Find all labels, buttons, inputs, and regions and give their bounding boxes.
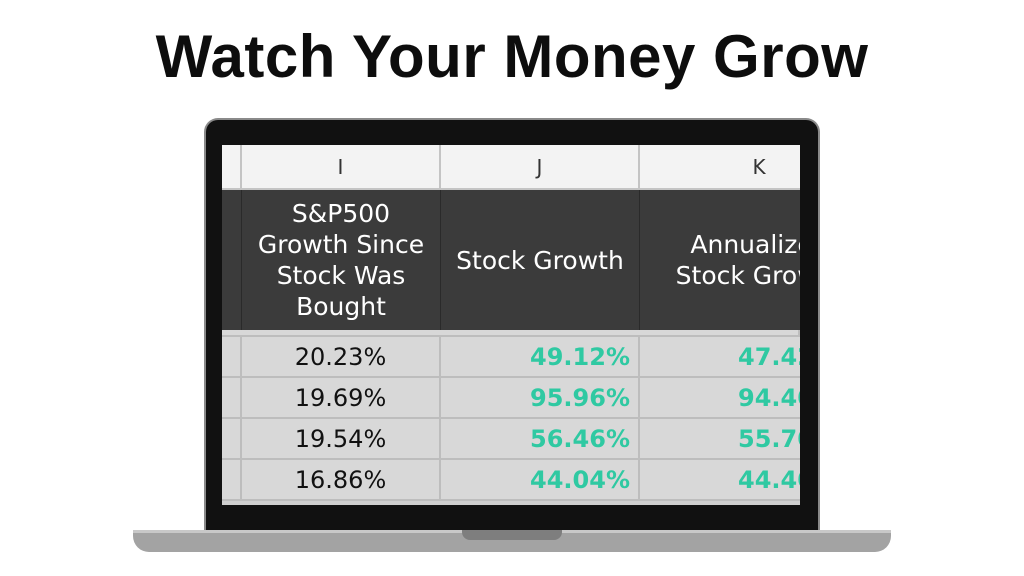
column-letter[interactable]: K (640, 145, 800, 190)
cell[interactable]: 19.54% (242, 419, 441, 460)
cell[interactable]: 47.42% (640, 337, 800, 378)
row-gap (222, 330, 800, 337)
column-letter-partial (222, 145, 242, 190)
row-cell-partial (222, 378, 242, 419)
row-cell-partial (222, 460, 242, 501)
row-cell-partial (222, 337, 242, 378)
column-header: Annualized Stock Growth (640, 190, 800, 330)
header-partial (222, 190, 242, 330)
spreadsheet: I J K S&P500 Growth Since Stock Was Bought S… (222, 145, 800, 505)
cell[interactable]: 44.04% (441, 460, 640, 501)
cell[interactable]: 20.23% (242, 337, 441, 378)
column-letter[interactable]: I (242, 145, 441, 190)
column-header: Stock Growth (441, 190, 640, 330)
row-cell-partial (222, 419, 242, 460)
column-letter[interactable]: J (441, 145, 640, 190)
title: Watch Your Money Grow (155, 23, 869, 90)
cell[interactable]: 49.12% (441, 337, 640, 378)
laptop-notch (462, 530, 562, 540)
cell[interactable]: 95.96% (441, 378, 640, 419)
cell[interactable]: 44.40% (640, 460, 800, 501)
cell[interactable]: 19.69% (242, 378, 441, 419)
column-header: S&P500 Growth Since Stock Was Bought (242, 190, 441, 330)
cell[interactable]: 94.40% (640, 378, 800, 419)
cell[interactable]: 55.70% (640, 419, 800, 460)
cell[interactable]: 16.86% (242, 460, 441, 501)
cell[interactable]: 56.46% (441, 419, 640, 460)
